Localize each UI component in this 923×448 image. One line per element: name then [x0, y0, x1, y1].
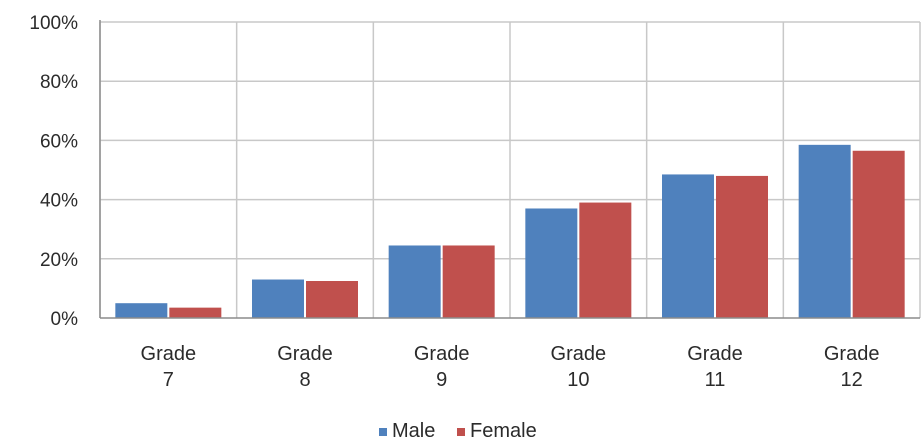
x-tick-label: Grade	[277, 343, 333, 365]
x-tick-label: 12	[841, 369, 863, 391]
y-tick-label: 80%	[40, 72, 78, 93]
x-tick-label: Grade	[687, 343, 743, 365]
x-tick-label: Grade	[551, 343, 607, 365]
bar-male-6	[798, 144, 851, 318]
x-tick-label: 11	[705, 369, 726, 391]
x-tick-label: 7	[163, 369, 174, 391]
bar-male-5	[662, 174, 714, 318]
y-tick-label: 40%	[40, 191, 78, 212]
legend-swatch-female	[457, 428, 465, 436]
y-tick-label: 0%	[51, 309, 79, 330]
x-tick-label: 10	[567, 369, 589, 391]
x-tick-label: Grade	[414, 343, 470, 365]
axes: 0% 20% 40% 60% 80% 100% Grade 7 Grade 8 Grade 9 Grad…	[29, 13, 920, 391]
bar-female-4	[579, 202, 632, 318]
bars	[115, 144, 905, 318]
legend-label-female: Female	[470, 420, 537, 442]
x-tick-label: Grade	[141, 343, 197, 365]
bar-male-1	[115, 303, 168, 318]
y-tick-label: 100%	[29, 13, 78, 34]
y-tick-label: 60%	[40, 131, 78, 152]
bar-male-2	[252, 279, 304, 318]
bar-female-5	[716, 175, 768, 318]
x-tick-label: 9	[436, 369, 447, 391]
bar-female-3	[442, 245, 495, 318]
bar-female-6	[852, 150, 905, 318]
y-tick-label: 20%	[40, 250, 78, 271]
bar-male-4	[525, 208, 578, 318]
legend: Male Female	[379, 420, 537, 442]
bar-male-3	[388, 245, 441, 318]
gridlines	[99, 21, 921, 318]
x-tick-label: Grade	[824, 343, 880, 365]
x-tick-label: 8	[299, 369, 310, 391]
bar-female-2	[306, 281, 358, 318]
bar-female-1	[169, 307, 222, 318]
legend-label-male: Male	[392, 420, 435, 442]
legend-swatch-male	[379, 428, 387, 436]
